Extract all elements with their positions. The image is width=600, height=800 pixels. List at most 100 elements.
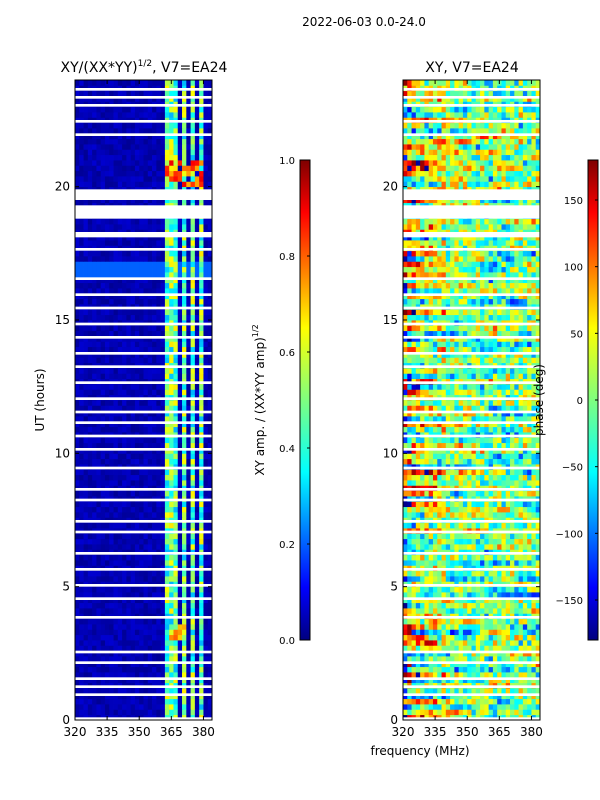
heatmap-cell: [92, 256, 97, 262]
heatmap-cell: [143, 650, 149, 657]
heatmap-cell: [403, 677, 408, 684]
heatmap-cell: [437, 608, 442, 614]
heatmap-cell: [164, 138, 170, 145]
heatmap-cell: [467, 634, 472, 641]
heatmap-cell: [488, 698, 494, 705]
heatmap-cell: [203, 176, 209, 182]
heatmap-cell: [177, 426, 183, 433]
heatmap-cell: [182, 469, 187, 476]
heatmap-cell: [147, 560, 153, 566]
heatmap-cell: [203, 656, 209, 662]
heatmap-cell: [87, 112, 93, 118]
heatmap-cell: [169, 181, 174, 188]
heatmap-cell: [139, 698, 144, 705]
heatmap-cell: [173, 90, 179, 97]
heatmap-cell: [156, 576, 162, 582]
heatmap-cell: [514, 634, 519, 641]
heatmap-cell: [109, 176, 114, 182]
heatmap-cell: [117, 704, 123, 710]
heatmap-cell: [484, 608, 490, 614]
heatmap-cell: [182, 634, 187, 641]
heatmap-cell: [450, 693, 455, 700]
heatmap-cell: [471, 560, 477, 566]
heatmap-cell: [139, 352, 144, 358]
heatmap-cell: [87, 261, 93, 268]
heatmap-cell: [488, 597, 494, 604]
heatmap-cell: [75, 490, 80, 497]
heatmap-cell: [109, 666, 114, 673]
heatmap-cell: [203, 538, 209, 545]
heatmap-cell: [139, 533, 144, 540]
heatmap-cell: [152, 112, 157, 118]
heatmap-cell: [134, 666, 140, 673]
heatmap-cell: [96, 170, 102, 177]
heatmap-cell: [182, 234, 187, 241]
heatmap-cell: [100, 112, 106, 118]
heatmap-cell: [454, 597, 460, 604]
heatmap-cell: [126, 474, 132, 481]
heatmap-cell: [100, 410, 106, 417]
heatmap-cell: [518, 688, 524, 694]
heatmap-cell: [79, 80, 84, 86]
heatmap-cell: [424, 688, 430, 694]
heatmap-cell: [475, 656, 481, 662]
heatmap-cell: [156, 560, 162, 566]
heatmap-cell: [207, 165, 212, 172]
heatmap-cell: [87, 197, 93, 204]
heatmap-cell: [139, 314, 144, 321]
heatmap-cell: [96, 277, 102, 284]
heatmap-cell: [194, 368, 200, 374]
heatmap-cell: [415, 544, 421, 550]
heatmap-cell: [109, 624, 114, 630]
heatmap-cell: [173, 645, 179, 652]
heatmap-cell: [480, 554, 485, 561]
heatmap-cell: [467, 709, 472, 716]
heatmap-cell: [415, 586, 421, 593]
heatmap-cell: [156, 170, 162, 177]
heatmap-cell: [143, 96, 149, 102]
heatmap-cell: [96, 554, 102, 561]
heatmap-cell: [190, 448, 196, 454]
heatmap-cell: [177, 309, 183, 316]
heatmap-cell: [190, 661, 196, 668]
heatmap-cell: [87, 341, 93, 348]
heatmap-cell: [122, 368, 127, 374]
heatmap-cell: [130, 624, 136, 630]
heatmap-cell: [522, 570, 528, 577]
heatmap-cell: [122, 469, 127, 476]
heatmap-cell: [488, 709, 494, 716]
heatmap-cell: [207, 704, 212, 710]
heatmap-cell: [501, 624, 507, 630]
heatmap-cell: [535, 677, 540, 684]
heatmap-cell: [79, 544, 84, 550]
heatmap-cell: [139, 544, 144, 550]
heatmap-cell: [527, 629, 532, 636]
heatmap-cell: [134, 336, 140, 342]
heatmap-cell: [403, 560, 408, 566]
heatmap-cell: [96, 325, 102, 332]
heatmap-cell: [194, 298, 200, 305]
heatmap-cell: [96, 341, 102, 348]
heatmap-cell: [164, 341, 170, 348]
heatmap-cell: [182, 90, 187, 97]
heatmap-cell: [203, 592, 209, 598]
heatmap-cell: [126, 261, 132, 268]
heatmap-cell: [484, 602, 490, 609]
heatmap-cell: [79, 352, 84, 358]
flagged-band: [75, 277, 212, 280]
heatmap-cell: [428, 656, 434, 662]
heatmap-cell: [522, 666, 528, 673]
heatmap-cell: [130, 160, 136, 166]
heatmap-cell: [407, 570, 412, 577]
heatmap-cell: [83, 512, 89, 518]
heatmap-cell: [160, 629, 166, 636]
heatmap-cell: [527, 618, 532, 625]
heatmap-cell: [510, 677, 515, 684]
heatmap-cell: [169, 592, 174, 598]
heatmap-cell: [79, 90, 84, 97]
heatmap-cell: [147, 389, 153, 396]
heatmap-cell: [83, 656, 89, 662]
heatmap-cell: [194, 490, 200, 497]
heatmap-cell: [454, 554, 460, 561]
heatmap-cell: [96, 533, 102, 540]
